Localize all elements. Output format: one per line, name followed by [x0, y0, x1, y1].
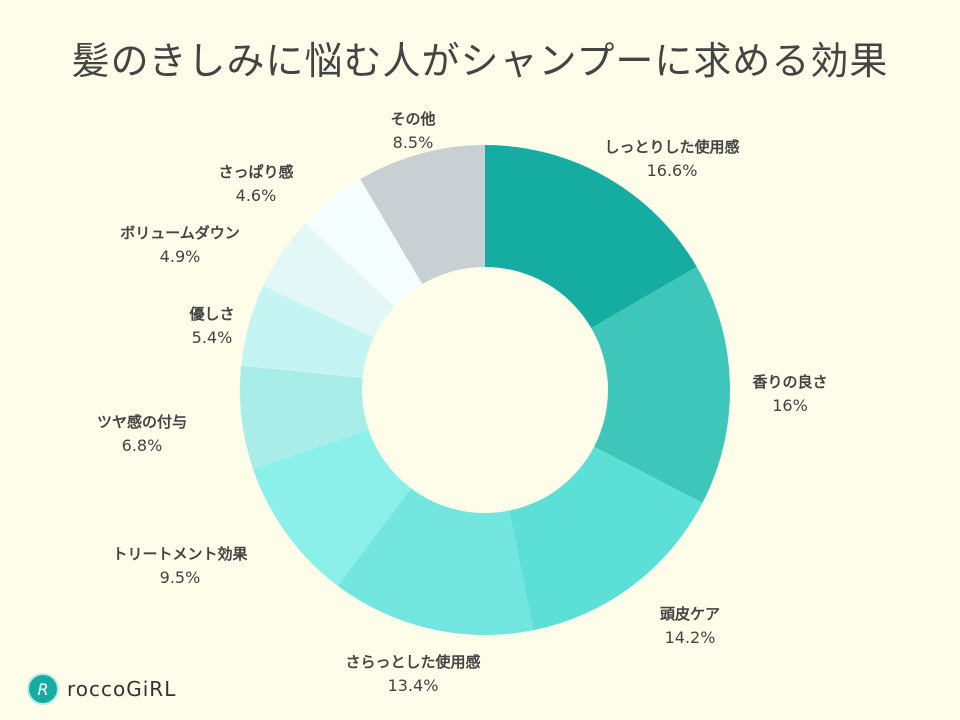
slice-value: 6.8%	[121, 436, 163, 455]
slice-label: 優しさ 5.4%	[189, 302, 234, 350]
slice-name: ツヤ感の付与	[96, 413, 188, 431]
chart-title: 髪のきしみに悩む人がシャンプーに求める効果	[71, 39, 889, 83]
slice-name: さっぱり感	[218, 163, 294, 181]
donut-slice	[253, 429, 412, 586]
donut-slice	[591, 266, 730, 504]
slice-value: 8.5%	[392, 133, 434, 152]
donut-slice	[241, 285, 374, 378]
slice-label: トリートメント効果 9.5%	[112, 542, 247, 590]
logo-icon: R	[27, 673, 59, 705]
slice-value: 14.2%	[664, 628, 716, 647]
slice-name: トリートメント効果	[112, 545, 248, 563]
donut-slice	[305, 179, 423, 307]
slice-value: 4.9%	[159, 247, 201, 266]
slice-label: さっぱり感 4.6%	[218, 160, 293, 208]
donut-slice	[360, 145, 485, 285]
donut-slice	[240, 365, 369, 470]
brand-name: roccoGiRL	[67, 677, 177, 701]
slice-value: 9.5%	[159, 568, 201, 587]
slice-name: 香りの良さ	[752, 373, 828, 391]
slice-value: 5.4%	[191, 328, 233, 347]
slice-name: 頭皮ケア	[659, 605, 721, 623]
donut-slice	[337, 488, 534, 635]
slice-label: ツヤ感の付与 6.8%	[97, 410, 187, 458]
slice-value: 4.6%	[235, 186, 277, 205]
donut-slice	[485, 145, 697, 329]
slice-label: ボリュームダウン 4.9%	[120, 221, 240, 269]
slice-label: 頭皮ケア 14.2%	[660, 602, 720, 650]
slice-name: しっとりした使用感	[604, 138, 740, 156]
slice-label: さらっとした使用感 13.4%	[345, 650, 480, 698]
slice-value: 13.4%	[387, 676, 439, 695]
slice-name: さらっとした使用感	[345, 653, 481, 671]
brand-logo: R roccoGiRL	[27, 673, 176, 705]
slice-name: ボリュームダウン	[120, 224, 240, 242]
slice-value: 16%	[772, 396, 808, 415]
slice-name: その他	[390, 110, 436, 128]
donut-slice	[263, 223, 395, 338]
slice-name: 優しさ	[189, 305, 235, 323]
slice-label: 香りの良さ 16%	[752, 370, 827, 418]
slice-label: その他 8.5%	[390, 107, 435, 155]
slice-label: しっとりした使用感 16.6%	[604, 135, 739, 183]
donut-slice	[509, 446, 703, 631]
slice-value: 16.6%	[646, 161, 698, 180]
